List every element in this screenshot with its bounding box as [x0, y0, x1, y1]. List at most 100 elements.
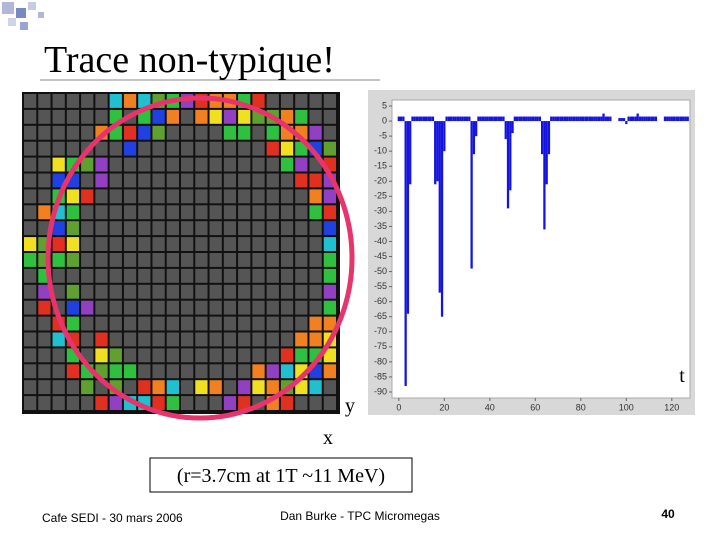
bar: [575, 116, 578, 122]
pad: [95, 94, 108, 108]
pad: [223, 189, 237, 204]
pad: [295, 348, 308, 363]
pad: [280, 157, 294, 172]
bar: [670, 116, 673, 122]
pad: [280, 237, 294, 251]
bar: [686, 116, 689, 122]
pad: [109, 396, 122, 410]
bar: [443, 121, 446, 152]
pad: [152, 284, 165, 299]
pad: [266, 205, 279, 220]
pad: [123, 141, 137, 156]
pad: [152, 316, 165, 331]
pad: [123, 268, 137, 283]
pad: [238, 316, 251, 331]
bar: [606, 116, 610, 122]
pad: [195, 380, 208, 395]
pad: [323, 94, 336, 108]
pad: [252, 316, 265, 331]
bar: [672, 116, 676, 122]
bar: [577, 116, 580, 122]
y-tick-label: -45: [374, 251, 387, 261]
pad: [181, 364, 194, 379]
bar: [572, 116, 576, 122]
pad: [81, 380, 94, 395]
bar: [495, 116, 498, 122]
pad: [295, 109, 308, 124]
pad: [280, 348, 294, 363]
pad: [209, 284, 222, 299]
pad: [181, 396, 194, 410]
pad: [166, 141, 179, 156]
pad: [181, 268, 194, 283]
bar: [431, 116, 435, 122]
pad: [38, 332, 51, 347]
bar: [529, 116, 532, 122]
bar: [647, 116, 651, 122]
bar: [531, 116, 535, 122]
pad: [166, 380, 179, 395]
pad: [238, 364, 251, 379]
pad: [195, 316, 208, 331]
pad: [195, 268, 208, 283]
pad: [123, 237, 137, 251]
pad: [38, 125, 51, 140]
pad: [66, 268, 80, 283]
pad: [252, 173, 265, 188]
x-tick-label: 60: [530, 402, 540, 412]
pad: [252, 348, 265, 363]
pad: [295, 253, 308, 267]
pad: [252, 221, 265, 236]
pad: [238, 189, 251, 204]
decor-square: [28, 2, 36, 10]
pad: [209, 125, 222, 140]
pad: [295, 189, 308, 204]
pad: [238, 237, 251, 251]
pad: [66, 94, 80, 108]
pad: [181, 125, 194, 140]
pad: [52, 268, 65, 283]
pad: [38, 396, 51, 410]
y-tick-label: -25: [374, 191, 387, 201]
pad: [323, 348, 336, 363]
bar: [509, 121, 512, 191]
pad: [266, 332, 279, 347]
pad: [280, 94, 294, 108]
bar: [588, 116, 592, 122]
pad: [166, 221, 179, 236]
pad: [109, 221, 122, 236]
pad: [323, 205, 336, 220]
pad: [123, 332, 137, 347]
pad: [223, 380, 237, 395]
pad: [266, 268, 279, 283]
pad: [252, 94, 265, 108]
pad: [181, 253, 194, 267]
pad: [38, 157, 51, 172]
y-tick-label: -15: [374, 161, 387, 171]
y-tick-label: -5: [379, 130, 387, 140]
pad: [195, 348, 208, 363]
pad: [309, 125, 322, 140]
bar: [641, 116, 644, 122]
bar: [513, 116, 516, 122]
bar: [675, 116, 678, 122]
pad: [323, 189, 336, 204]
pad: [152, 189, 165, 204]
pad: [138, 94, 151, 108]
pad: [66, 300, 80, 315]
pad: [266, 125, 279, 140]
pad: [138, 221, 151, 236]
y-tick-label: -60: [374, 296, 387, 306]
pad: [195, 189, 208, 204]
bar: [493, 116, 496, 122]
pad: [295, 396, 308, 410]
pad: [252, 157, 265, 172]
pad: [238, 141, 251, 156]
bar: [470, 121, 473, 269]
pad: [95, 189, 108, 204]
pad: [138, 348, 151, 363]
bar: [497, 116, 501, 122]
pad: [24, 348, 37, 363]
pad: [24, 157, 37, 172]
slide-title: Trace non-typique!: [44, 39, 335, 81]
